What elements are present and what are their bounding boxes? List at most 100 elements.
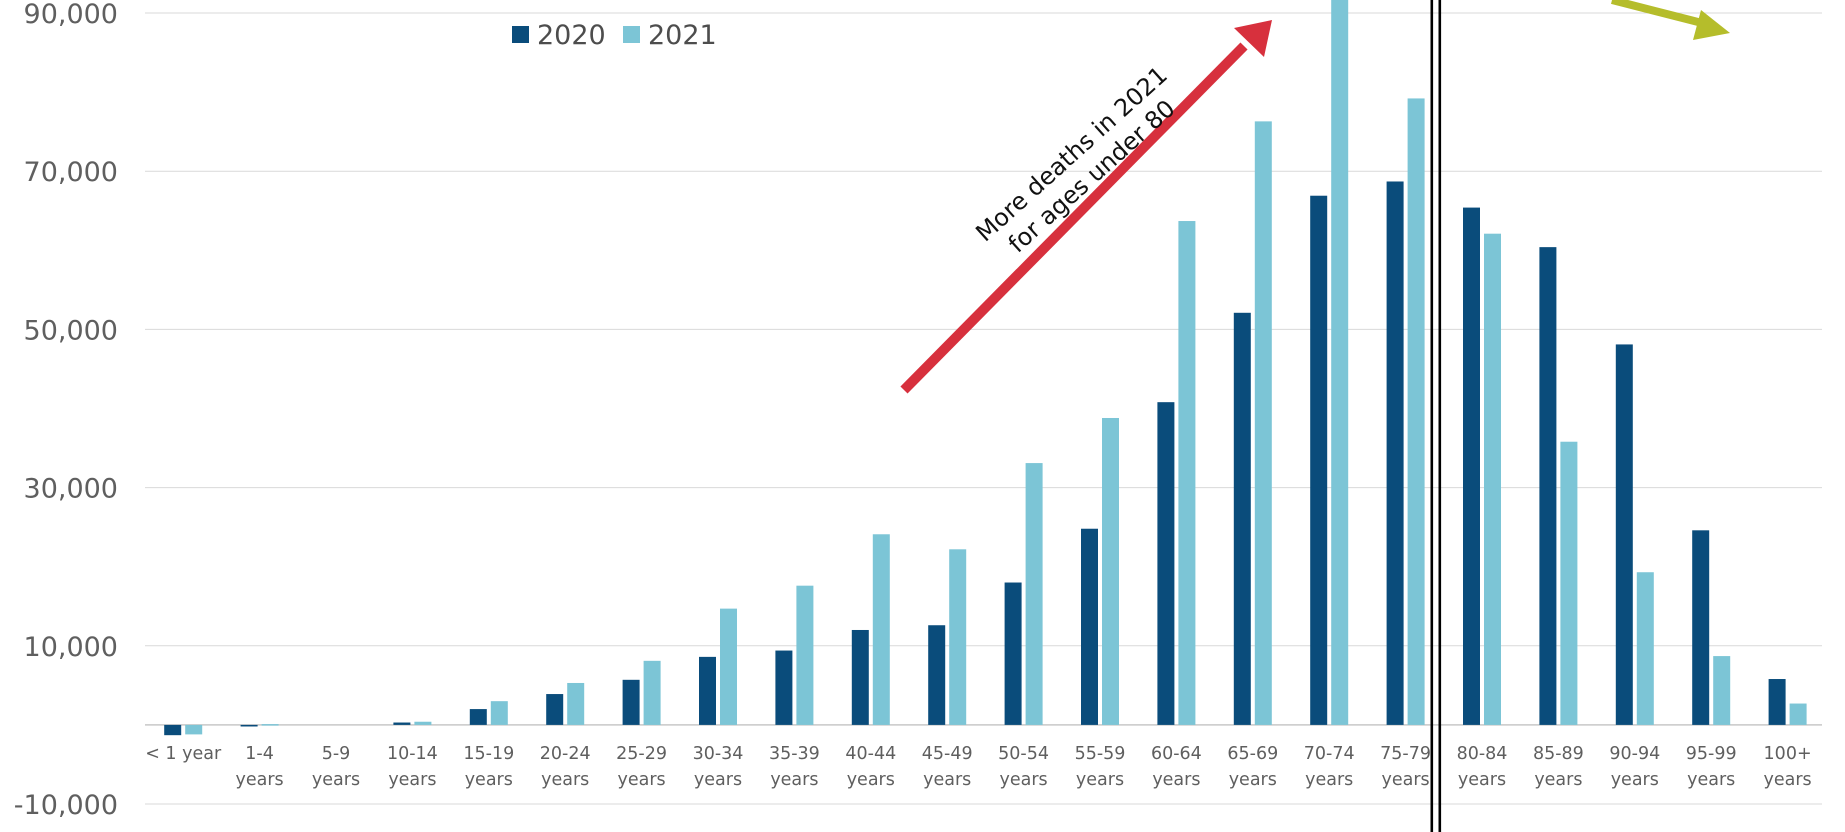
x-tick-label: 35-39 [769,744,820,764]
x-tick-label: 80-84 [1457,744,1508,764]
bar-2020 [1004,582,1022,725]
x-tick-label: years [541,770,589,790]
x-tick-label: years [465,770,513,790]
bar-2020 [1463,207,1480,725]
x-tick-label: years [770,770,818,790]
bar-2021 [1102,417,1119,725]
bar-2021 [1636,572,1654,725]
bar-2020 [469,709,487,725]
x-tick-label: 30-34 [693,744,744,764]
x-tick-label: years [1764,770,1812,790]
red-arrow-head [1234,20,1272,57]
y-tick-label: 30,000 [24,474,118,505]
x-tick-label: years [1458,770,1506,790]
x-tick-label: 100+ [1764,744,1812,764]
bar-2020 [546,694,564,725]
x-tick-label: 75-79 [1380,744,1431,764]
bar-2021 [1713,656,1731,725]
x-tick-label: 70-74 [1304,744,1355,764]
bar-2020 [1081,528,1098,725]
x-tick-label: years [1076,770,1124,790]
x-tick-label: years [1611,770,1659,790]
y-axis-ticks: 90,000 70,000 50,000 30,000 10,000 -10,000 [14,0,118,821]
bar-2021 [261,724,279,726]
olive-arrow-shaft [1611,0,1707,28]
bar-2021 [1484,233,1501,725]
x-tick-label: 85-89 [1533,744,1584,764]
x-tick-label: 40-44 [845,744,896,764]
bar-2021 [1331,0,1349,725]
bar-2021 [1407,98,1425,725]
bar-2020 [928,625,946,725]
x-tick-label: 5-9 [322,744,351,764]
bar-2021 [185,724,203,735]
bar-2021 [1789,703,1807,725]
x-axis-ticks: < 1 year 1-4 years 5-9 years 10-14 years 15-19 y… [145,744,1811,790]
bar-2021 [1560,441,1578,725]
bar-2021 [643,660,661,725]
bar-2021 [490,701,508,725]
x-tick-label: years [618,770,666,790]
y-tick-label: -10,000 [14,790,118,821]
bar-2020 [240,724,258,727]
x-tick-label: years [1229,770,1277,790]
legend-swatch-2020 [512,26,529,43]
y-tick-label: 90,000 [24,0,118,30]
bar-2020 [1615,344,1633,725]
x-tick-label: 50-54 [998,744,1049,764]
bar-2020 [1539,247,1557,725]
x-tick-label: < 1 year [145,744,222,764]
y-tick-label: 70,000 [24,157,118,188]
x-tick-label: 65-69 [1227,744,1278,764]
x-tick-label: 10-14 [387,744,438,764]
legend-label-2020: 2020 [537,20,606,51]
x-tick-label: 25-29 [616,744,667,764]
x-tick-label: 20-24 [540,744,591,764]
x-tick-label: 95-99 [1686,744,1737,764]
legend-swatch-2021 [623,26,640,43]
x-tick-label: years [1305,770,1353,790]
x-tick-label: years [923,770,971,790]
x-tick-label: 55-59 [1075,744,1126,764]
x-tick-label: years [1534,770,1582,790]
bar-2020 [1157,402,1175,725]
red-arrow-shaft [900,42,1248,394]
x-tick-label: 45-49 [922,744,973,764]
bar-2021 [720,608,737,725]
y-tick-label: 50,000 [24,315,118,346]
bar-2020 [775,650,793,725]
x-tick-label: years [388,770,436,790]
x-tick-label: years [1382,770,1430,790]
x-tick-label: 60-64 [1151,744,1202,764]
bar-2020 [851,629,869,725]
bar-2020 [164,724,182,736]
bar-2021 [796,585,814,725]
bar-2021 [949,549,967,725]
olive-arrow-head [1693,10,1730,40]
x-tick-label: years [236,770,284,790]
x-tick-label: years [1000,770,1048,790]
x-tick-label: years [1152,770,1200,790]
bar-2021 [872,534,890,725]
x-tick-label: 90-94 [1609,744,1660,764]
bar-2020 [1768,679,1786,725]
bar-2020 [1233,312,1251,725]
bar-2021 [1025,463,1043,725]
bar-2020 [393,722,411,725]
bar-2020 [622,679,640,725]
bar-2021 [414,721,432,725]
bar-2020 [1692,530,1710,725]
y-tick-label: 10,000 [24,632,118,663]
bar-2021 [1254,121,1272,725]
x-tick-label: years [694,770,742,790]
bar-2021 [567,682,585,725]
legend: 2020 2021 [512,20,717,51]
x-tick-label: 15-19 [463,744,514,764]
x-tick-label: years [847,770,895,790]
x-tick-label: years [1687,770,1735,790]
bar-2020 [1310,195,1328,725]
bars [164,0,1807,736]
bar-2020 [1386,181,1404,725]
legend-label-2021: 2021 [648,20,717,51]
